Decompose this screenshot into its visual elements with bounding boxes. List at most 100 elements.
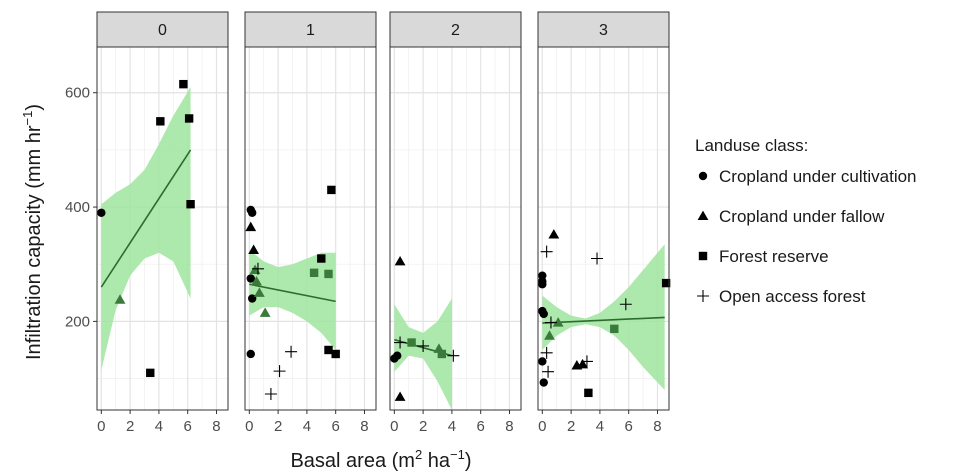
data-point-circle (246, 349, 255, 359)
facet-strip (96, 11, 229, 48)
data-point-square (324, 269, 333, 279)
x-tick-label: 0 (97, 418, 105, 435)
panels-layer: 0 0 2 4 6 8 200 400 600 1 0 2 4 6 8 2 0 2 4 6 8 3 0 2 4 6 8 (65, 11, 671, 435)
data-point-circle (392, 351, 402, 360)
data-point-square (184, 114, 194, 123)
data-point-plus (542, 365, 555, 378)
x-tick-label: 6 (332, 418, 340, 435)
data-point-plus (273, 365, 286, 378)
data-point-triangle (114, 294, 126, 304)
data-point-triangle (251, 275, 262, 286)
data-point-square (331, 349, 340, 359)
data-point-square (610, 324, 619, 334)
fit-line (542, 316, 665, 324)
facet-panel-3: 3 0 2 4 6 8 (537, 11, 671, 435)
data-point-square (186, 200, 195, 209)
data-point-square (317, 254, 326, 263)
data-point-plus (580, 355, 593, 368)
y-tick-label: 600 (65, 85, 90, 102)
data-point-triangle (248, 244, 260, 254)
data-point-circle (539, 378, 548, 387)
data-point-plus (619, 298, 632, 311)
data-point-plus (394, 336, 407, 349)
x-tick-label: 8 (360, 418, 368, 435)
legend: Landuse class: Cropland under cultivatio… (695, 136, 917, 306)
data-point-triangle (253, 287, 265, 297)
data-point-circle (247, 208, 257, 217)
legend-title: Landuse class: (695, 136, 808, 155)
panel-border (96, 46, 229, 411)
x-tick-label: 8 (505, 418, 513, 435)
y-axis-title: Infiltration capacity (mm hr−1) (20, 104, 45, 360)
data-point-triangle (577, 358, 589, 369)
x-axis-title: Basal area (m2 ha−1) (290, 447, 471, 472)
y-tick-label: 400 (65, 199, 90, 216)
data-point-square (584, 388, 593, 398)
legend-label: Forest reserve (719, 247, 829, 266)
legend-entries: Cropland under cultivation Cropland under… (697, 167, 917, 306)
panel-background (245, 47, 376, 410)
points (245, 185, 340, 400)
data-point-circle (97, 208, 106, 217)
data-point-triangle (259, 307, 271, 317)
panel-border (389, 46, 522, 411)
facet-strip-label: 2 (451, 22, 460, 39)
legend-entry: Cropland under fallow (697, 207, 885, 226)
x-tick-label: 6 (477, 418, 485, 435)
facet-panel-0: 0 0 2 4 6 8 200 400 600 (65, 11, 229, 435)
points (538, 229, 671, 398)
x-tick-label: 2 (274, 418, 282, 435)
legend-key-triangle (697, 210, 709, 221)
data-point-triangle (552, 317, 564, 327)
data-point-triangle (544, 330, 555, 340)
data-point-triangle (548, 229, 560, 239)
fit-line (100, 149, 192, 288)
legend-entry: Open access forest (697, 287, 866, 306)
data-point-plus (447, 349, 460, 362)
x-tick-label: 6 (625, 418, 633, 435)
x-tick-label: 8 (212, 418, 220, 435)
panel-border (244, 46, 377, 411)
x-tick-label: 0 (245, 418, 253, 435)
x-tick-label: 4 (448, 418, 456, 435)
confidence-ribbon (101, 87, 191, 370)
data-point-plus (591, 252, 604, 265)
data-point-plus (264, 387, 277, 400)
data-point-square (324, 345, 333, 355)
data-point-plus (285, 345, 298, 358)
facet-strip (389, 11, 522, 48)
data-point-square (661, 278, 671, 288)
data-point-plus (544, 316, 557, 329)
facet-panel-1: 1 0 2 4 6 8 (244, 11, 377, 435)
data-point-square (179, 79, 188, 89)
facet-strip-label: 0 (158, 22, 167, 39)
x-tick-label: 4 (155, 418, 163, 435)
x-tick-label: 2 (419, 418, 427, 435)
x-tick-label: 2 (567, 418, 575, 435)
legend-entry: Cropland under cultivation (698, 167, 917, 186)
data-point-circle (246, 274, 255, 283)
legend-label: Open access forest (719, 287, 866, 306)
x-tick-label: 0 (390, 418, 398, 435)
data-point-plus (540, 346, 553, 359)
confidence-ribbon (394, 298, 452, 410)
data-point-triangle (394, 391, 406, 401)
facet-strip-label: 3 (599, 22, 608, 39)
legend-entry: Forest reserve (698, 247, 829, 266)
fit-line (249, 283, 336, 303)
data-point-plus (540, 245, 553, 258)
data-point-triangle (245, 221, 257, 232)
data-point-square (437, 349, 447, 359)
data-point-square (327, 185, 336, 195)
x-tick-label: 4 (596, 418, 604, 435)
legend-label: Cropland under fallow (719, 207, 885, 226)
data-point-plus (251, 262, 264, 275)
legend-key-square (698, 251, 708, 261)
data-point-triangle (394, 255, 406, 266)
points (390, 255, 460, 401)
x-tick-label: 8 (653, 418, 661, 435)
x-tick-label: 4 (303, 418, 311, 435)
data-point-plus (417, 339, 430, 352)
x-tick-label: 2 (126, 418, 134, 435)
